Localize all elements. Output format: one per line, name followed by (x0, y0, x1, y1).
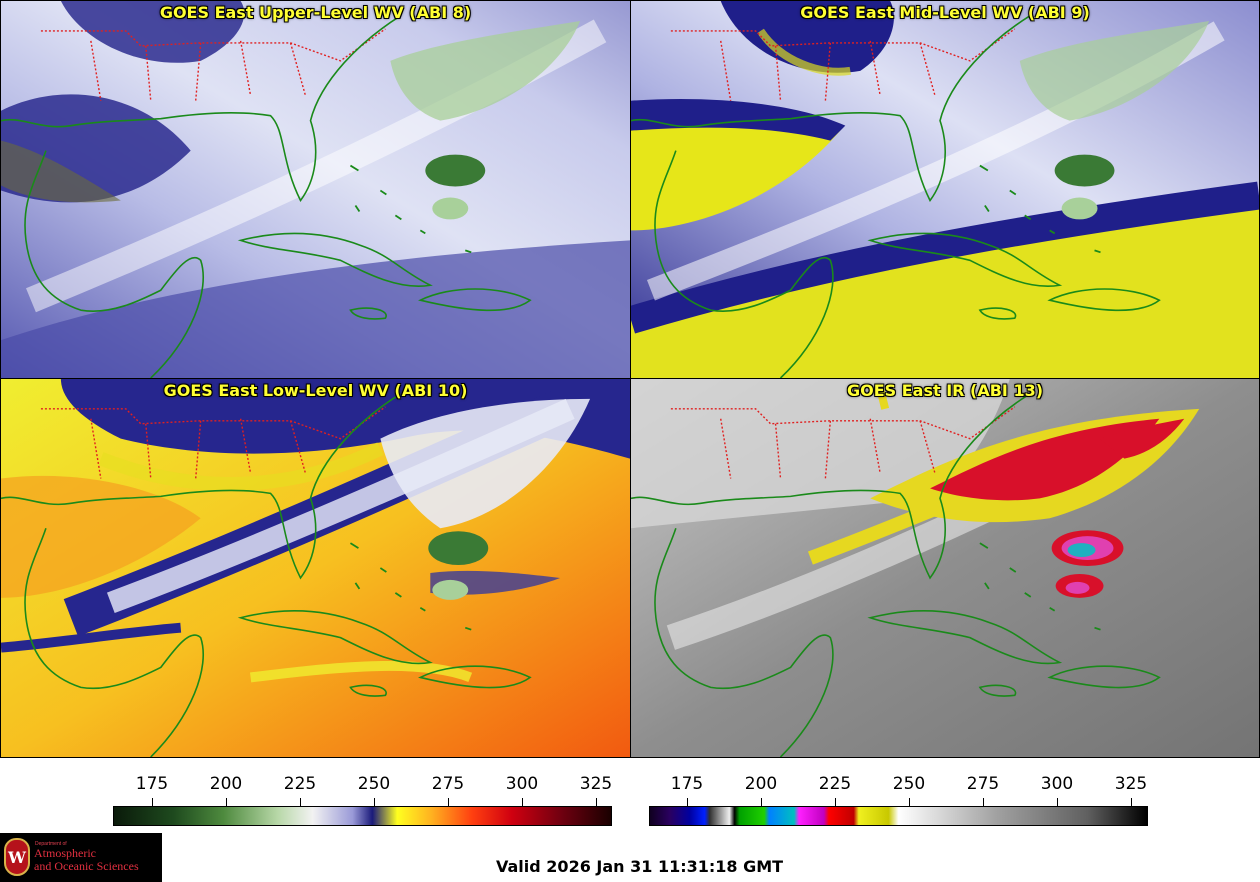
aos-logo: W Department of Atmospheric and Oceanic … (0, 833, 162, 882)
wv-tick-mark (226, 798, 227, 806)
ir-tick-label: 225 (818, 774, 852, 794)
wv-tick-mark (300, 798, 301, 806)
mid-level-wv-image (631, 1, 1259, 378)
panel-title-upper: GOES East Upper-Level WV (ABI 8) (159, 3, 472, 22)
logo-name-text: Atmospheric and Oceanic Sciences (34, 847, 139, 873)
ir-tick-mark (687, 798, 688, 806)
wv-tick-label: 325 (579, 774, 613, 794)
ir-tick-mark (1131, 798, 1132, 806)
low-level-wv-image (1, 379, 630, 757)
panel-ir: GOES East IR (ABI 13) (630, 378, 1260, 758)
ir-tick-mark (761, 798, 762, 806)
panel-title-ir: GOES East IR (ABI 13) (846, 381, 1044, 400)
upper-level-wv-image (1, 1, 630, 378)
ir-tick-mark (835, 798, 836, 806)
ir-tick-label: 300 (1040, 774, 1074, 794)
wv-tick-label: 275 (431, 774, 465, 794)
logo-dept-text: Department of (35, 841, 67, 847)
valid-time: Valid 2026 Jan 31 11:31:18 GMT (496, 857, 784, 876)
wv-colorbar: 175 200 225 250 275 300 325 (113, 760, 612, 830)
ir-colorbar: 175 200 225 250 275 300 325 (649, 760, 1148, 830)
wv-tick-mark (596, 798, 597, 806)
panel-low-level-wv: GOES East Low-Level WV (ABI 10) (0, 378, 631, 758)
wv-tick-mark (374, 798, 375, 806)
ir-tick-mark (983, 798, 984, 806)
panel-mid-level-wv: GOES East Mid-Level WV (ABI 9) (630, 0, 1260, 379)
wv-tick-mark (448, 798, 449, 806)
ir-tick-label: 175 (670, 774, 704, 794)
ir-tick-mark (1057, 798, 1058, 806)
wv-tick-mark (152, 798, 153, 806)
ir-tick-label: 275 (966, 774, 1000, 794)
ir-tick-mark (909, 798, 910, 806)
panel-upper-level-wv: GOES East Upper-Level WV (ABI 8) (0, 0, 631, 379)
wv-tick-label: 300 (505, 774, 539, 794)
wv-tick-label: 175 (135, 774, 169, 794)
crest-letter: W (8, 848, 26, 867)
uw-crest-icon: W (4, 838, 30, 876)
ir-tick-label: 250 (892, 774, 926, 794)
ir-colorbar-gradient (649, 806, 1148, 826)
wv-tick-label: 225 (283, 774, 317, 794)
wv-colorbar-gradient (113, 806, 612, 826)
panel-title-mid: GOES East Mid-Level WV (ABI 9) (800, 3, 1090, 22)
logo-line2: and Oceanic Sciences (34, 859, 139, 873)
panel-title-low: GOES East Low-Level WV (ABI 10) (163, 381, 468, 400)
ir-image (631, 379, 1259, 757)
ir-tick-label: 325 (1114, 774, 1148, 794)
wv-tick-label: 250 (357, 774, 391, 794)
wv-tick-label: 200 (209, 774, 243, 794)
ir-tick-label: 200 (744, 774, 778, 794)
wv-tick-mark (522, 798, 523, 806)
logo-line1: Atmospheric (34, 846, 96, 860)
